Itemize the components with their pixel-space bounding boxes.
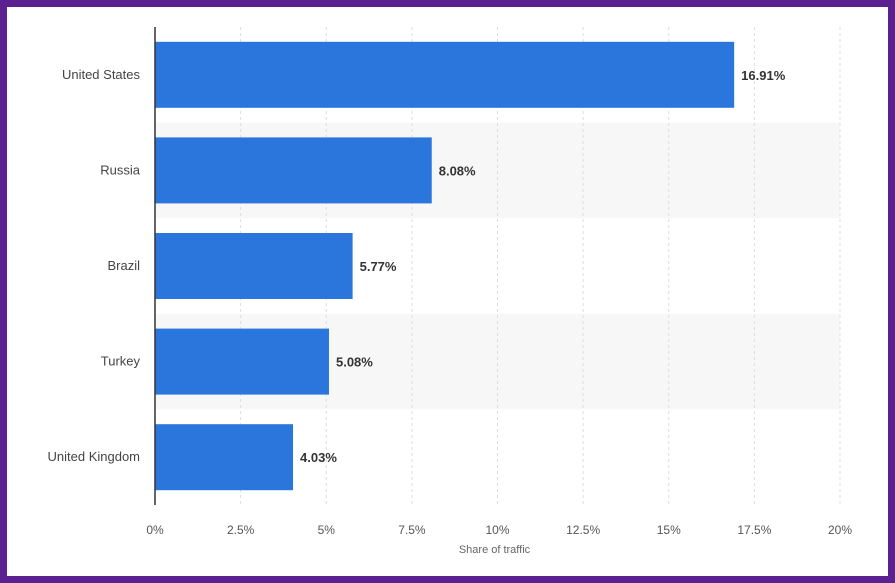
x-axis-title: Share of traffic xyxy=(459,544,531,556)
tick-label: 7.5% xyxy=(398,523,426,537)
bar-chart: United States Russia Brazil Turkey United Ki… xyxy=(48,27,852,556)
category-label: Brazil xyxy=(107,258,140,273)
chart-frame: United States Russia Brazil Turkey United Ki… xyxy=(7,7,888,576)
tick-label: 5% xyxy=(318,523,336,537)
tick-label: 17.5% xyxy=(737,523,771,537)
bars xyxy=(155,41,735,491)
category-labels: United States Russia Brazil Turkey United Ki… xyxy=(48,67,141,464)
tick-label: 20% xyxy=(828,523,852,537)
category-label: United Kingdom xyxy=(48,449,141,464)
value-labels: 16.91% 8.08% 5.77% 5.08% 4.03% xyxy=(300,68,786,465)
category-label: Turkey xyxy=(101,354,141,369)
tick-label: 12.5% xyxy=(566,523,600,537)
bar[interactable] xyxy=(155,328,329,395)
category-label: Russia xyxy=(100,162,141,177)
value-label: 16.91% xyxy=(741,68,786,83)
bar[interactable] xyxy=(155,137,432,204)
bar[interactable] xyxy=(155,233,353,299)
tick-label: 0% xyxy=(146,523,164,537)
category-label: United States xyxy=(62,67,141,82)
value-label: 5.08% xyxy=(336,355,373,370)
bar[interactable] xyxy=(155,424,294,491)
tick-label: 10% xyxy=(485,523,509,537)
tick-labels: 0% 2.5% 5% 7.5% 10% 12.5% 15% 17.5% 20% xyxy=(146,523,852,537)
value-label: 5.77% xyxy=(360,259,397,274)
value-label: 4.03% xyxy=(300,450,337,465)
tick-label: 15% xyxy=(657,523,681,537)
tick-label: 2.5% xyxy=(227,523,255,537)
value-label: 8.08% xyxy=(439,163,476,178)
bar[interactable] xyxy=(155,41,735,108)
